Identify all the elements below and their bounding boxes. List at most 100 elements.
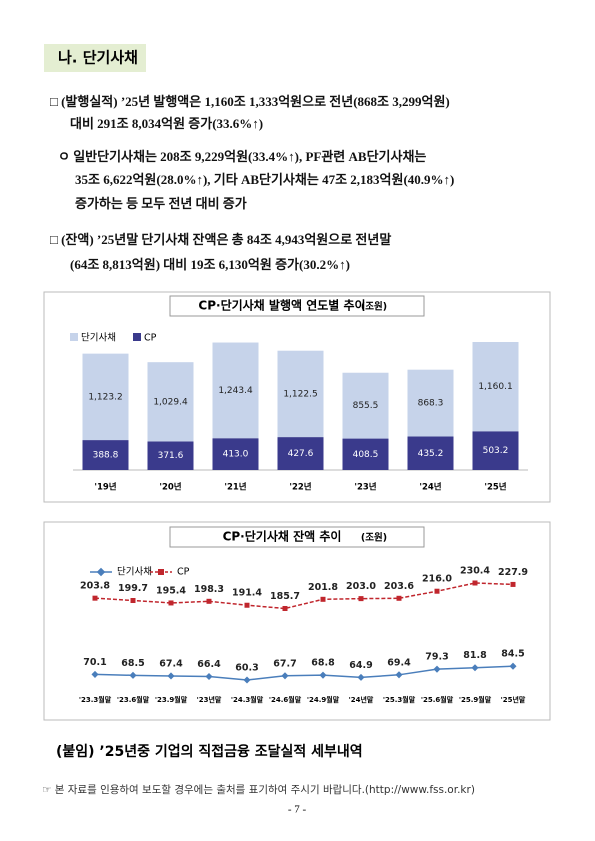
paragraph-line: ㅇ 일반단기사채는 208조 9,229억원(33.4%↑), PF관련 AB단… xyxy=(58,149,426,164)
value-label: 413.0 xyxy=(223,450,249,460)
value-label: 1,122.5 xyxy=(283,389,317,399)
point-marker xyxy=(130,598,136,604)
series-line xyxy=(94,665,514,681)
point-marker xyxy=(434,588,440,594)
value-label: 68.8 xyxy=(311,658,335,669)
bar-segment xyxy=(407,369,454,437)
value-label: 191.4 xyxy=(232,588,262,599)
value-label: 69.4 xyxy=(387,657,411,668)
value-label: 216.0 xyxy=(422,574,452,585)
value-label: 868.3 xyxy=(418,399,444,409)
point-marker xyxy=(510,581,516,587)
point-marker xyxy=(472,580,478,586)
x-tick-label: '25년말 xyxy=(501,695,526,704)
point-marker xyxy=(167,672,175,680)
legend-marker xyxy=(158,569,164,575)
bar-segment xyxy=(277,350,324,438)
legend-label: CP xyxy=(177,567,190,578)
value-label: 203.8 xyxy=(80,581,110,592)
value-label: 81.8 xyxy=(463,650,487,661)
value-label: 66.4 xyxy=(197,659,221,670)
paragraph-line: 대비 291조 8,034억원 증가(33.6%↑) xyxy=(70,116,263,131)
chart-title-box xyxy=(169,526,425,548)
point-marker xyxy=(471,664,479,672)
value-label: 227.9 xyxy=(498,567,528,578)
point-marker xyxy=(396,595,402,601)
point-marker xyxy=(92,595,98,601)
x-tick-label: '25년 xyxy=(484,482,506,493)
x-tick-label: '25.6월말 xyxy=(421,695,454,704)
x-tick-label: '24년말 xyxy=(349,695,374,704)
paragraph-line: 증가하는 등 모두 전년 대비 증가 xyxy=(75,196,247,211)
point-marker xyxy=(129,671,137,679)
value-label: 199.7 xyxy=(118,583,148,594)
value-label: 1,029.4 xyxy=(153,397,188,407)
point-marker xyxy=(509,662,517,670)
section-title: 나. 단기사채 xyxy=(58,49,138,67)
point-marker xyxy=(282,605,288,611)
value-label: 230.4 xyxy=(460,566,490,577)
value-label: 198.3 xyxy=(194,584,224,595)
bar-segment xyxy=(277,437,324,470)
paragraph-line: (64조 8,813억원) 대비 19조 6,130억원 증가(30.2%↑) xyxy=(70,257,350,272)
bar-segment xyxy=(472,342,519,432)
value-label: 79.3 xyxy=(425,652,448,663)
value-label: 67.4 xyxy=(159,658,183,669)
bar-segment xyxy=(212,438,259,470)
point-marker xyxy=(91,670,99,678)
bar-segment xyxy=(342,372,389,439)
page-number: - 7 - xyxy=(288,804,307,816)
legend-swatch xyxy=(70,333,78,341)
point-marker xyxy=(206,598,212,604)
chart-frame xyxy=(43,291,551,503)
value-label: 64.9 xyxy=(349,660,372,671)
legend-swatch xyxy=(133,333,141,341)
chart-subtitle: (조원) xyxy=(361,532,387,544)
point-marker xyxy=(358,596,364,602)
bar-segment xyxy=(147,441,194,470)
x-tick-label: '19년 xyxy=(94,482,116,493)
x-tick-label: '20년 xyxy=(159,482,181,493)
bar-segment xyxy=(82,440,129,470)
value-label: 203.0 xyxy=(346,581,376,592)
bar-segment xyxy=(212,342,259,439)
value-label: 1,160.1 xyxy=(478,382,512,392)
x-tick-label: '23.3월말 xyxy=(79,695,112,704)
point-marker xyxy=(243,676,251,684)
x-tick-label: '24.6월말 xyxy=(269,695,302,704)
value-label: 371.6 xyxy=(158,451,184,461)
x-tick-label: '21년 xyxy=(224,482,246,493)
x-tick-label: '23.6월말 xyxy=(117,695,150,704)
x-tick-label: '24년 xyxy=(419,482,441,493)
value-label: 855.5 xyxy=(353,401,379,411)
point-marker xyxy=(281,672,289,680)
bar-segment xyxy=(147,362,194,442)
value-label: 427.6 xyxy=(288,449,314,459)
legend-label: CP xyxy=(144,333,157,344)
value-label: 84.5 xyxy=(501,649,524,660)
point-marker xyxy=(320,596,326,602)
legend-label: 단기사채 xyxy=(117,567,152,578)
bar-segment xyxy=(472,431,519,470)
point-marker xyxy=(205,672,213,681)
paragraph-line: 35조 6,622억원(28.0%↑), 기타 AB단기사채는 47조 2,18… xyxy=(75,172,454,187)
point-marker xyxy=(244,602,250,608)
value-label: 185.7 xyxy=(270,591,300,602)
point-marker xyxy=(168,600,174,606)
value-label: 195.4 xyxy=(156,585,186,596)
chart-subtitle: (조원) xyxy=(361,301,387,313)
value-label: 435.2 xyxy=(418,449,444,459)
x-tick-label: '25.9월말 xyxy=(459,695,492,704)
paragraph-line: □ (잔액) ’25년말 단기사채 잔액은 총 84조 4,943억원으로 전년… xyxy=(50,232,391,247)
attachment: (붙임) ’25년중 기업의 직접금융 조달실적 세부내역 xyxy=(56,743,363,760)
chart-title: CP·단기사채 잔액 추이 xyxy=(223,529,342,544)
value-label: 203.6 xyxy=(384,581,414,592)
value-label: 70.1 xyxy=(83,657,106,668)
paragraph-line: □ (발행실적) ’25년 발행액은 1,160조 1,333억원으로 전년(8… xyxy=(50,94,450,109)
bar-segment xyxy=(342,438,389,470)
value-label: 408.5 xyxy=(353,450,379,460)
value-label: 201.8 xyxy=(308,582,338,593)
value-label: 503.2 xyxy=(483,446,509,456)
